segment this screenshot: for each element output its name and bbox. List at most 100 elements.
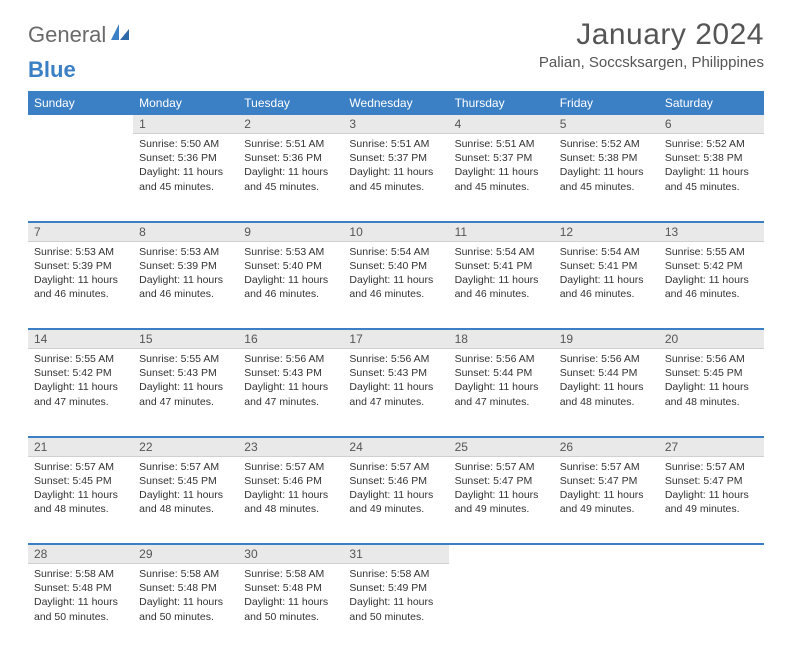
day-number-cell: 16 <box>238 329 343 349</box>
sunset-text: Sunset: 5:41 PM <box>455 259 548 273</box>
sunset-text: Sunset: 5:37 PM <box>349 151 442 165</box>
weekday-heading: Tuesday <box>238 91 343 115</box>
sunrise-text: Sunrise: 5:57 AM <box>34 460 127 474</box>
daylight-text-1: Daylight: 11 hours <box>34 488 127 502</box>
daylight-text-2: and 46 minutes. <box>349 287 442 301</box>
weekday-heading: Sunday <box>28 91 133 115</box>
daylight-text-1: Daylight: 11 hours <box>665 488 758 502</box>
day-number-row: 21222324252627 <box>28 437 764 457</box>
day-content-row: Sunrise: 5:53 AMSunset: 5:39 PMDaylight:… <box>28 241 764 329</box>
day-content-row: Sunrise: 5:58 AMSunset: 5:48 PMDaylight:… <box>28 564 764 652</box>
sunset-text: Sunset: 5:39 PM <box>34 259 127 273</box>
sunset-text: Sunset: 5:45 PM <box>139 474 232 488</box>
day-number-cell: 7 <box>28 222 133 242</box>
calendar-header-row: Sunday Monday Tuesday Wednesday Thursday… <box>28 91 764 115</box>
day-content-cell: Sunrise: 5:56 AMSunset: 5:43 PMDaylight:… <box>238 349 343 437</box>
day-number-cell: 5 <box>554 115 659 134</box>
day-content-cell: Sunrise: 5:54 AMSunset: 5:41 PMDaylight:… <box>554 241 659 329</box>
day-number-row: 78910111213 <box>28 222 764 242</box>
daylight-text-2: and 48 minutes. <box>244 502 337 516</box>
sunrise-text: Sunrise: 5:57 AM <box>139 460 232 474</box>
day-content-cell: Sunrise: 5:57 AMSunset: 5:45 PMDaylight:… <box>133 456 238 544</box>
sunset-text: Sunset: 5:42 PM <box>665 259 758 273</box>
day-number-cell: 2 <box>238 115 343 134</box>
sunrise-text: Sunrise: 5:58 AM <box>349 567 442 581</box>
day-number-cell: 28 <box>28 544 133 564</box>
day-content-row: Sunrise: 5:55 AMSunset: 5:42 PMDaylight:… <box>28 349 764 437</box>
daylight-text-1: Daylight: 11 hours <box>244 595 337 609</box>
weekday-heading: Wednesday <box>343 91 448 115</box>
day-number-cell: 20 <box>659 329 764 349</box>
day-content-cell: Sunrise: 5:55 AMSunset: 5:42 PMDaylight:… <box>28 349 133 437</box>
location-subtitle: Palian, Soccsksargen, Philippines <box>539 54 764 71</box>
daylight-text-2: and 48 minutes. <box>139 502 232 516</box>
sunset-text: Sunset: 5:37 PM <box>455 151 548 165</box>
sunset-text: Sunset: 5:40 PM <box>244 259 337 273</box>
daylight-text-2: and 48 minutes. <box>560 395 653 409</box>
day-content-cell: Sunrise: 5:58 AMSunset: 5:48 PMDaylight:… <box>133 564 238 652</box>
daylight-text-1: Daylight: 11 hours <box>349 273 442 287</box>
sunset-text: Sunset: 5:49 PM <box>349 581 442 595</box>
day-number-cell: 15 <box>133 329 238 349</box>
daylight-text-2: and 47 minutes. <box>349 395 442 409</box>
day-number-cell: 25 <box>449 437 554 457</box>
day-content-row: Sunrise: 5:50 AM Sunset: 5:36 PM Daylight:… <box>28 134 764 222</box>
sunset-text: Sunset: 5:47 PM <box>560 474 653 488</box>
day-number-cell: 31 <box>343 544 448 564</box>
daylight-text-2: and 47 minutes. <box>244 395 337 409</box>
sunset-text: Sunset: 5:41 PM <box>560 259 653 273</box>
sunrise-text: Sunrise: 5:52 AM <box>665 137 758 151</box>
day-content-cell <box>28 134 133 222</box>
day-content-cell: Sunrise: 5:57 AMSunset: 5:46 PMDaylight:… <box>238 456 343 544</box>
sunset-text: Sunset: 5:40 PM <box>349 259 442 273</box>
sunset-text: Sunset: 5:48 PM <box>34 581 127 595</box>
sunrise-text: Sunrise: 5:56 AM <box>560 352 653 366</box>
day-content-cell <box>554 564 659 652</box>
daylight-text-2: and 46 minutes. <box>139 287 232 301</box>
day-content-cell: Sunrise: 5:57 AMSunset: 5:47 PMDaylight:… <box>449 456 554 544</box>
daylight-text-1: Daylight: 11 hours <box>34 380 127 394</box>
sunset-text: Sunset: 5:45 PM <box>665 366 758 380</box>
sunset-text: Sunset: 5:44 PM <box>455 366 548 380</box>
sunrise-text: Sunrise: 5:55 AM <box>34 352 127 366</box>
calendar-body: 123456Sunrise: 5:50 AMSunset: 5:36 PMDay… <box>28 115 764 652</box>
daylight-text-1: Daylight: 11 hours <box>665 273 758 287</box>
weekday-heading: Friday <box>554 91 659 115</box>
sunset-text: Sunset: 5:48 PM <box>244 581 337 595</box>
daylight-text-1: Daylight: 11 hours <box>455 380 548 394</box>
daylight-text-1: Daylight: 11 hours <box>455 273 548 287</box>
day-content-cell: Sunrise: 5:57 AMSunset: 5:45 PMDaylight:… <box>28 456 133 544</box>
sunset-text: Sunset: 5:47 PM <box>665 474 758 488</box>
sunset-text: Sunset: 5:45 PM <box>34 474 127 488</box>
day-number-cell: 23 <box>238 437 343 457</box>
sunset-text: Sunset: 5:46 PM <box>349 474 442 488</box>
day-content-cell: Sunrise: 5:55 AMSunset: 5:42 PMDaylight:… <box>659 241 764 329</box>
day-content-cell: Sunrise: 5:54 AMSunset: 5:41 PMDaylight:… <box>449 241 554 329</box>
sunrise-text: Sunrise: 5:54 AM <box>455 245 548 259</box>
daylight-text-1: Daylight: 11 hours <box>560 380 653 394</box>
day-content-cell: Sunrise: 5:56 AMSunset: 5:45 PMDaylight:… <box>659 349 764 437</box>
day-content-cell: Sunrise: 5:50 AMSunset: 5:36 PMDaylight:… <box>133 134 238 222</box>
sunset-text: Sunset: 5:36 PM <box>244 151 337 165</box>
daylight-text-1: Daylight: 11 hours <box>139 595 232 609</box>
daylight-text-1: Daylight: 11 hours <box>349 488 442 502</box>
day-number-cell: 1 <box>133 115 238 134</box>
sunset-text: Sunset: 5:43 PM <box>349 366 442 380</box>
sunrise-text: Sunrise: 5:50 AM <box>139 137 232 151</box>
sunrise-text: Sunrise: 5:51 AM <box>244 137 337 151</box>
day-content-cell: Sunrise: 5:51 AMSunset: 5:37 PMDaylight:… <box>343 134 448 222</box>
day-number-cell: 3 <box>343 115 448 134</box>
sunrise-text: Sunrise: 5:51 AM <box>349 137 442 151</box>
daylight-text-1: Daylight: 11 hours <box>665 165 758 179</box>
daylight-text-2: and 47 minutes. <box>139 395 232 409</box>
day-number-cell: 21 <box>28 437 133 457</box>
sunrise-text: Sunrise: 5:56 AM <box>665 352 758 366</box>
sunset-text: Sunset: 5:43 PM <box>139 366 232 380</box>
daylight-text-1: Daylight: 11 hours <box>34 595 127 609</box>
day-number-cell: 6 <box>659 115 764 134</box>
daylight-text-2: and 45 minutes. <box>349 180 442 194</box>
sunrise-text: Sunrise: 5:58 AM <box>244 567 337 581</box>
sunset-text: Sunset: 5:48 PM <box>139 581 232 595</box>
daylight-text-2: and 49 minutes. <box>349 502 442 516</box>
sunrise-text: Sunrise: 5:57 AM <box>560 460 653 474</box>
